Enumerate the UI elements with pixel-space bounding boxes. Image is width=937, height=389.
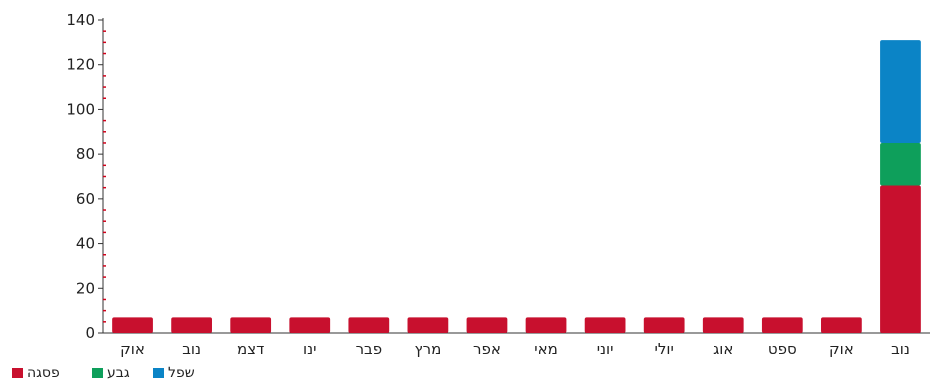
x-category-label: מרץ xyxy=(415,340,442,358)
x-category-label: מאי xyxy=(534,340,558,358)
bar-segment xyxy=(643,317,685,333)
x-category-label: ספט xyxy=(768,340,797,358)
bar-segment xyxy=(821,317,862,333)
bar-segment xyxy=(230,317,272,333)
legend-label: פסגה xyxy=(27,365,60,381)
y-tick-label: 60 xyxy=(76,190,95,208)
bar-segment xyxy=(289,317,331,333)
bar-segment xyxy=(112,317,153,333)
x-category-label: ינו xyxy=(303,340,316,358)
x-category-label: אפר xyxy=(473,340,501,358)
bar-segment xyxy=(584,317,626,333)
x-category-label: נוב xyxy=(891,340,910,358)
bar-segment xyxy=(407,317,449,333)
legend-swatch xyxy=(92,368,103,378)
x-category-label: יולי xyxy=(655,340,674,358)
x-category-label: יוני xyxy=(597,340,614,358)
y-tick-label: 0 xyxy=(85,324,95,342)
x-category-label: אוק xyxy=(829,340,854,358)
x-category-label: דצמ xyxy=(237,340,264,358)
y-tick-label: 100 xyxy=(66,100,95,118)
y-tick-label: 40 xyxy=(76,235,95,253)
x-category-label: אוק xyxy=(120,340,145,358)
x-category-label: נוב xyxy=(182,340,201,358)
legend-label: גבע xyxy=(107,365,130,381)
bar-segment xyxy=(880,142,921,186)
bar-segment xyxy=(761,317,803,333)
x-category-label: פבר xyxy=(356,340,383,358)
y-tick-label: 120 xyxy=(66,56,95,74)
bar-segment xyxy=(171,317,212,333)
y-tick-label: 80 xyxy=(76,145,95,163)
bar-segment xyxy=(880,40,921,143)
x-category-label: אוג xyxy=(713,340,733,358)
bar-segment xyxy=(348,317,390,333)
legend-label: שפל xyxy=(168,365,195,381)
legend-swatch xyxy=(153,368,164,378)
bar-segment xyxy=(466,317,508,333)
legend-swatch xyxy=(12,368,23,378)
bar-segment xyxy=(880,185,921,333)
y-tick-label: 140 xyxy=(66,11,95,29)
bar-segment xyxy=(525,317,567,333)
bar-segment xyxy=(702,317,744,333)
y-tick-label: 20 xyxy=(76,279,95,297)
